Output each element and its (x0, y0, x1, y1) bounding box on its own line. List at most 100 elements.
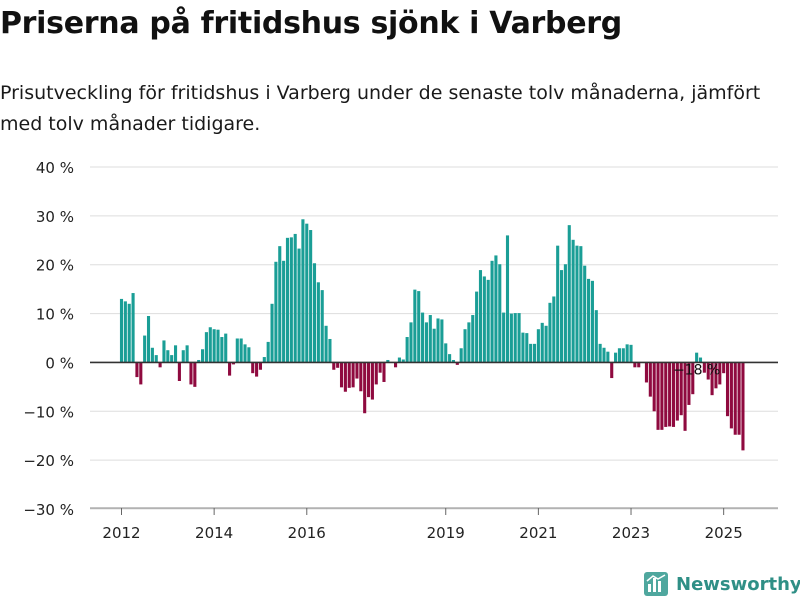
bar (370, 362, 374, 400)
bar (413, 289, 417, 363)
brand-name: Newsworthy (676, 573, 800, 595)
bar (552, 296, 556, 363)
bar (231, 362, 235, 365)
bar (587, 278, 591, 363)
bar (482, 276, 486, 363)
bar (517, 313, 521, 363)
bar (143, 335, 147, 363)
bar (695, 352, 699, 363)
bar (397, 357, 401, 363)
bar (432, 328, 436, 363)
bar (297, 248, 301, 363)
bar (177, 362, 181, 381)
bar (154, 355, 158, 363)
bar (374, 362, 378, 385)
bar (448, 354, 452, 363)
bar (324, 325, 328, 363)
bar (266, 341, 270, 363)
bar (270, 303, 274, 363)
bar (714, 362, 718, 389)
bar (378, 362, 382, 373)
bar (247, 347, 251, 363)
bar (505, 235, 510, 363)
bar (417, 291, 421, 363)
annotations: −18 % (673, 363, 720, 379)
bar (698, 357, 703, 363)
bar (220, 337, 224, 363)
bar (204, 332, 208, 363)
bar (675, 362, 679, 421)
bar (656, 362, 660, 430)
x-tick-label: 2019 (427, 524, 465, 542)
x-tick-label: 2023 (612, 524, 650, 542)
bar (691, 362, 695, 395)
y-tick-label: 40 % (36, 159, 74, 177)
bar (170, 355, 174, 363)
bar (594, 310, 598, 363)
bar (621, 348, 625, 363)
bar (293, 233, 297, 363)
bar (409, 322, 413, 363)
bar (478, 270, 483, 363)
bar (343, 362, 347, 392)
bar (255, 362, 259, 377)
bar (235, 338, 239, 363)
bar (509, 313, 513, 363)
bar (513, 313, 517, 363)
x-tick-label: 2012 (102, 524, 140, 542)
bar (162, 340, 166, 363)
bar (282, 260, 286, 363)
bar (166, 350, 170, 363)
x-axis-ticks: 2012 2014 2016 2019 2021 2023 2025 (102, 508, 743, 542)
y-axis-labels: −30 % −20 % −10 % 0 % 10 % 20 % 30 % 40 % (23, 159, 74, 519)
bar (150, 347, 154, 363)
y-tick-label: −20 % (23, 452, 74, 470)
bar (490, 260, 494, 363)
bar (602, 347, 606, 363)
x-tick-label: 2016 (288, 524, 326, 542)
bar (197, 359, 201, 363)
bar (637, 362, 641, 368)
bar (610, 362, 614, 379)
y-tick-label: 20 % (36, 257, 74, 275)
newsworthy-logo[interactable]: Newsworthy (644, 568, 800, 600)
bar-series (119, 219, 745, 451)
bar (173, 345, 178, 363)
bar (644, 362, 649, 383)
bar (436, 318, 440, 363)
bar (119, 298, 124, 363)
bar (532, 343, 537, 363)
bar (139, 362, 143, 385)
bar (127, 303, 131, 363)
bar (135, 362, 139, 378)
bar (702, 362, 706, 373)
bar (606, 351, 610, 363)
bar (278, 246, 282, 363)
bar (320, 290, 324, 363)
bar (625, 344, 629, 363)
bar (332, 362, 336, 370)
x-tick-label: 2014 (195, 524, 233, 542)
bar (336, 362, 340, 368)
bar (401, 359, 405, 363)
bar (123, 301, 127, 363)
bar (544, 325, 548, 363)
bar (598, 343, 602, 363)
grid-lines (90, 166, 778, 510)
bar (540, 322, 544, 363)
bar (525, 333, 529, 363)
bar (502, 312, 506, 363)
bar (359, 362, 363, 392)
bar (394, 362, 398, 368)
bar (741, 362, 745, 451)
bar (212, 329, 216, 363)
bar (475, 291, 479, 363)
bar (536, 329, 540, 363)
bar (671, 362, 676, 427)
bar (733, 362, 737, 435)
bar (366, 362, 371, 398)
bar (444, 343, 448, 363)
bar (309, 230, 313, 363)
bar (405, 337, 409, 363)
